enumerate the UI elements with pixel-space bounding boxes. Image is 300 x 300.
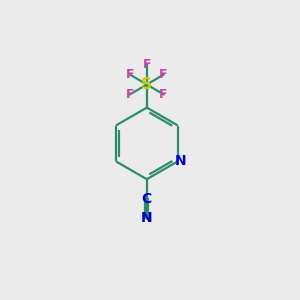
Text: N: N	[141, 212, 153, 226]
Text: F: F	[142, 58, 151, 71]
Text: F: F	[159, 88, 168, 101]
Text: C: C	[142, 192, 152, 206]
Text: N: N	[175, 154, 186, 168]
Text: F: F	[126, 88, 134, 101]
Text: F: F	[126, 68, 134, 81]
Text: F: F	[159, 68, 168, 81]
Text: S: S	[141, 77, 152, 92]
